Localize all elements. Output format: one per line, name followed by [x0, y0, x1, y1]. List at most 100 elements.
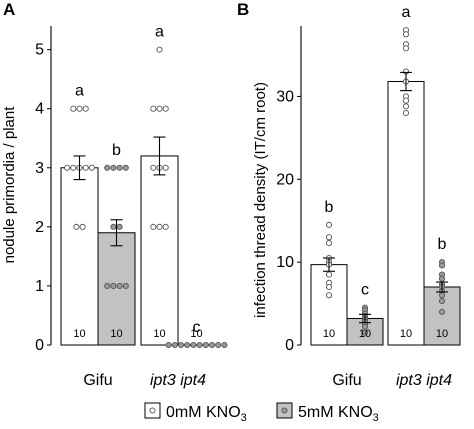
panel-a-bar-ipt3-ipt4-0mm-point — [150, 105, 157, 112]
legend-marker-0mm — [149, 407, 156, 414]
panel-a-y-tick-label: 1 — [35, 278, 44, 295]
panel-a-bar-ipt3-ipt4-5mm-point — [208, 341, 216, 349]
panel-a-bar-ipt3-ipt4-0mm-letter: a — [155, 24, 164, 41]
panel-a-bar-ipt3-ipt4-5mm-point — [177, 341, 185, 349]
panel-b-category-label: ipt3 ipt4 — [396, 372, 452, 389]
panel-letter-b: B — [237, 0, 249, 19]
panel-a-bar-gifu-0mm-n-label: 10 — [73, 328, 85, 340]
panel-b-bar-gifu-0mm-point — [325, 283, 333, 291]
legend-label-0mm: 0mM KNO3 — [166, 404, 247, 424]
panel-a-bar-ipt3-ipt4-0mm-point — [156, 46, 163, 53]
panel-a-y-tick-label: 4 — [35, 101, 44, 118]
panel-b-y-tick-label: 0 — [285, 337, 294, 354]
panel-a-bar-ipt3-ipt4-0mm-point — [162, 223, 169, 230]
panel-b-bar-ipt3-ipt4-0mm-point — [402, 31, 410, 38]
panel-a-bar-gifu-0mm-point — [82, 164, 89, 171]
panel-b-bar-gifu-5mm-point — [361, 329, 369, 336]
panel-b-bar-gifu-0mm-letter: b — [325, 199, 334, 216]
panel-a-y-tick-label: 3 — [35, 160, 44, 177]
panel-a-bar-gifu-5mm-point — [122, 164, 129, 171]
panel-a-bar-gifu-0mm-point — [76, 105, 83, 112]
legend-marker-5mm — [281, 407, 288, 414]
panel-a-y-tick-label: 2 — [35, 219, 44, 236]
panel-a-bar-ipt3-ipt4-5mm-n-label: 10 — [190, 328, 202, 340]
panel-a-y-tick-label: 5 — [35, 42, 44, 59]
panel-b-bar-ipt3-ipt4-0mm-n-label: 10 — [400, 328, 412, 340]
panel-a: A 0 1 2 3 4 5 nodule primordia / plant a 10 b 10 a 1… — [1, 0, 228, 389]
panel-a-bar-gifu-5mm — [97, 232, 136, 346]
panel-a-bar-ipt3-ipt4-0mm-n-label: 10 — [153, 328, 165, 340]
panel-b-bar-ipt3-ipt4-0mm-point — [402, 45, 410, 52]
panel-a-bar-gifu-5mm-n-label: 10 — [110, 328, 122, 340]
panel-a-bar-ipt3-ipt4-5mm-point — [190, 341, 197, 349]
panel-b-bar-ipt3-ipt4-5mm-point — [438, 262, 446, 269]
panel-b-bar-ipt3-ipt4-5mm-point — [438, 275, 446, 282]
panel-b-bar-ipt3-ipt4-0mm — [387, 81, 425, 346]
panel-b-bar-gifu-5mm-letter: c — [361, 282, 369, 299]
legend: 0mM KNO3 5mM KNO3 — [144, 402, 379, 424]
panel-a-bar-gifu-5mm-point — [116, 282, 123, 289]
panel-b-y-tick-label: 20 — [276, 171, 294, 188]
panel-b: B 0 10 20 30 infection thread density (IT/cm… — [237, 0, 461, 389]
panel-a-bar-gifu-0mm — [60, 167, 99, 346]
panel-b-y-tick-label: 30 — [276, 88, 294, 105]
panel-a-bar-ipt3-ipt4-0mm-point — [150, 223, 157, 230]
panel-b-y-axis-label: infection thread density (IT/cm root) — [252, 82, 269, 318]
panel-a-bar-ipt3-ipt4-5mm-point — [165, 341, 172, 349]
panel-b-bar-ipt3-ipt4-0mm-point — [402, 97, 410, 104]
panel-a-bar-ipt3-ipt4-5mm-point — [215, 341, 222, 349]
panel-b-bar-gifu-5mm-point — [361, 323, 369, 330]
panel-b-bar-gifu-0mm-point — [325, 240, 333, 247]
panel-a-bar-gifu-0mm-point — [73, 223, 80, 230]
panel-b-bar-gifu-0mm-n-label: 10 — [323, 328, 335, 340]
panel-a-bar-gifu-5mm-point — [116, 223, 123, 230]
panel-a-bar-ipt3-ipt4-5mm-point — [221, 341, 228, 349]
panel-a-bar-ipt3-ipt4-0mm-point — [162, 164, 169, 171]
panel-a-bar-ipt3-ipt4-5mm-point — [184, 341, 191, 349]
panel-a-y-axis-label: nodule primordia / plant — [1, 106, 18, 264]
panel-b-bar-gifu-0mm-point — [325, 271, 333, 278]
panel-a-y-tick-label: 0 — [35, 337, 44, 354]
panel-b-bar-ipt3-ipt4-5mm-point — [438, 298, 446, 305]
panel-a-bar-ipt3-ipt4-0mm-point — [156, 223, 163, 230]
panel-a-bar-gifu-0mm-point — [79, 223, 86, 230]
panel-a-bar-ipt3-ipt4-0mm-point — [162, 105, 169, 112]
panel-a-bar-ipt3-ipt4-5mm-point — [196, 341, 203, 349]
panel-b-y-tick-label: 10 — [276, 254, 294, 271]
panel-b-bar-ipt3-ipt4-5mm-point — [438, 308, 446, 315]
panel-a-bar-gifu-5mm-point — [104, 282, 111, 289]
panel-a-bar-ipt3-ipt4-0mm — [140, 155, 179, 346]
panel-a-bar-gifu-5mm-point — [110, 223, 117, 230]
panel-a-bar-gifu-0mm-point — [70, 105, 77, 112]
panel-b-bar-ipt3-ipt4-5mm-letter: b — [438, 236, 447, 253]
panel-b-bar-ipt3-ipt4-5mm-n-label: 10 — [436, 328, 448, 340]
panel-a-bar-gifu-0mm-letter: a — [75, 83, 84, 100]
panel-b-bar-ipt3-ipt4-0mm-point — [402, 103, 410, 110]
panel-b-bar-ipt3-ipt4-0mm-point — [402, 109, 410, 117]
panel-a-bar-gifu-0mm-point — [88, 164, 95, 171]
panel-a-bar-ipt3-ipt4-5mm-letter: c — [193, 319, 201, 336]
panel-a-bar-ipt3-ipt4-0mm-point — [156, 105, 163, 112]
panel-a-bar-gifu-0mm-point — [64, 164, 71, 171]
panel-b-category-label: Gifu — [332, 372, 361, 389]
panel-a-bar-ipt3-ipt4-5mm-point — [202, 341, 209, 349]
panel-a-bar-ipt3-ipt4-5mm-point — [171, 341, 178, 349]
panel-a-bar-ipt3-ipt4-0mm-point — [150, 164, 157, 171]
panel-b-bar-gifu-0mm-point — [325, 221, 333, 228]
panel-letter-a: A — [3, 0, 15, 19]
panel-a-bar-gifu-5mm-point — [110, 282, 117, 289]
legend-label-5mm: 5mM KNO3 — [298, 404, 379, 424]
panel-a-bar-gifu-5mm-letter: b — [112, 142, 121, 159]
panel-a-bar-gifu-5mm-point — [122, 282, 129, 289]
panel-a-bar-gifu-0mm-point — [70, 164, 77, 171]
panel-b-bar-ipt3-ipt4-0mm-letter: a — [402, 4, 411, 21]
panel-a-category-label: Gifu — [83, 372, 112, 389]
panel-b-bar-ipt3-ipt4-5mm-point — [438, 292, 446, 299]
panel-b-bar-gifu-0mm-point — [325, 292, 333, 299]
panel-a-bar-gifu-5mm-point — [110, 164, 117, 171]
panel-a-bar-gifu-5mm-point — [104, 164, 111, 171]
panel-a-category-label: ipt3 ipt4 — [150, 372, 206, 389]
panel-a-bar-gifu-0mm-point — [82, 105, 89, 112]
panel-b-bar-gifu-5mm-n-label: 10 — [359, 328, 371, 340]
